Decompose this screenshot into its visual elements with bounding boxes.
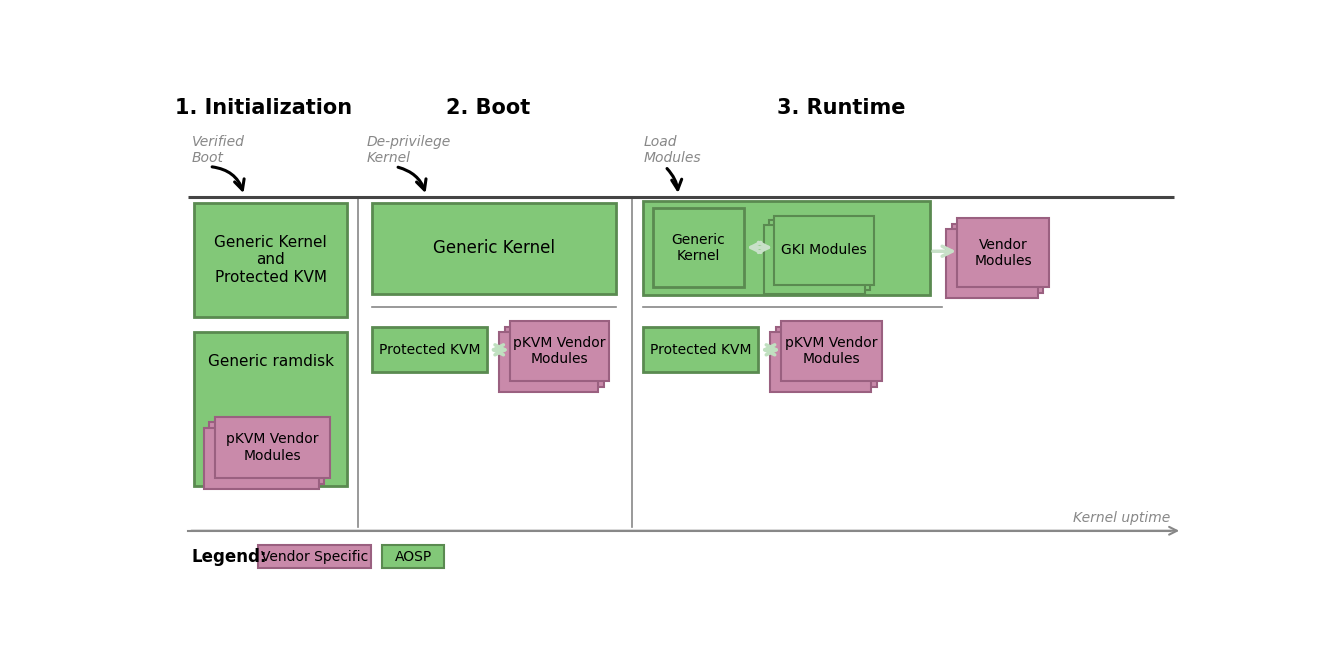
FancyBboxPatch shape — [209, 422, 324, 484]
FancyBboxPatch shape — [771, 332, 871, 392]
FancyBboxPatch shape — [776, 327, 876, 387]
FancyBboxPatch shape — [958, 218, 1049, 287]
Text: pKVM Vendor
Modules: pKVM Vendor Modules — [786, 336, 878, 367]
Text: Generic ramdisk: Generic ramdisk — [208, 354, 334, 369]
Text: Generic Kernel
and
Protected KVM: Generic Kernel and Protected KVM — [215, 235, 327, 285]
FancyBboxPatch shape — [215, 417, 329, 478]
Text: GKI Modules: GKI Modules — [782, 244, 867, 257]
FancyBboxPatch shape — [643, 328, 758, 372]
FancyBboxPatch shape — [946, 229, 1038, 298]
FancyBboxPatch shape — [504, 327, 604, 387]
FancyBboxPatch shape — [193, 332, 347, 486]
FancyBboxPatch shape — [768, 220, 870, 290]
FancyBboxPatch shape — [383, 545, 444, 569]
FancyBboxPatch shape — [372, 203, 616, 294]
Text: Verified
Boot: Verified Boot — [192, 135, 244, 165]
FancyBboxPatch shape — [764, 225, 864, 294]
FancyBboxPatch shape — [782, 321, 882, 382]
FancyBboxPatch shape — [499, 332, 599, 392]
Text: Protected KVM: Protected KVM — [650, 343, 751, 357]
Text: Legend:: Legend: — [192, 548, 267, 566]
FancyBboxPatch shape — [510, 321, 610, 382]
FancyBboxPatch shape — [643, 202, 930, 295]
Text: Protected KVM: Protected KVM — [379, 343, 480, 357]
FancyBboxPatch shape — [259, 545, 371, 569]
FancyBboxPatch shape — [372, 328, 487, 372]
Text: Generic Kernel: Generic Kernel — [434, 239, 555, 257]
Text: pKVM Vendor
Modules: pKVM Vendor Modules — [514, 336, 606, 367]
Text: De-privilege
Kernel: De-privilege Kernel — [367, 135, 451, 165]
FancyBboxPatch shape — [774, 216, 874, 285]
Text: Generic
Kernel: Generic Kernel — [671, 233, 726, 263]
FancyBboxPatch shape — [652, 208, 744, 287]
Text: 2. Boot: 2. Boot — [447, 98, 531, 118]
FancyBboxPatch shape — [193, 203, 347, 317]
Text: 3. Runtime: 3. Runtime — [776, 98, 906, 118]
Text: Vendor
Modules: Vendor Modules — [974, 238, 1031, 268]
Text: AOSP: AOSP — [395, 550, 432, 564]
Text: Vendor Specific: Vendor Specific — [260, 550, 368, 564]
FancyBboxPatch shape — [204, 428, 319, 489]
Text: Kernel uptime: Kernel uptime — [1073, 511, 1170, 525]
Text: Load
Modules: Load Modules — [643, 135, 700, 165]
FancyBboxPatch shape — [952, 224, 1043, 293]
Text: pKVM Vendor
Modules: pKVM Vendor Modules — [225, 432, 319, 463]
Text: 1. Initialization: 1. Initialization — [175, 98, 352, 118]
